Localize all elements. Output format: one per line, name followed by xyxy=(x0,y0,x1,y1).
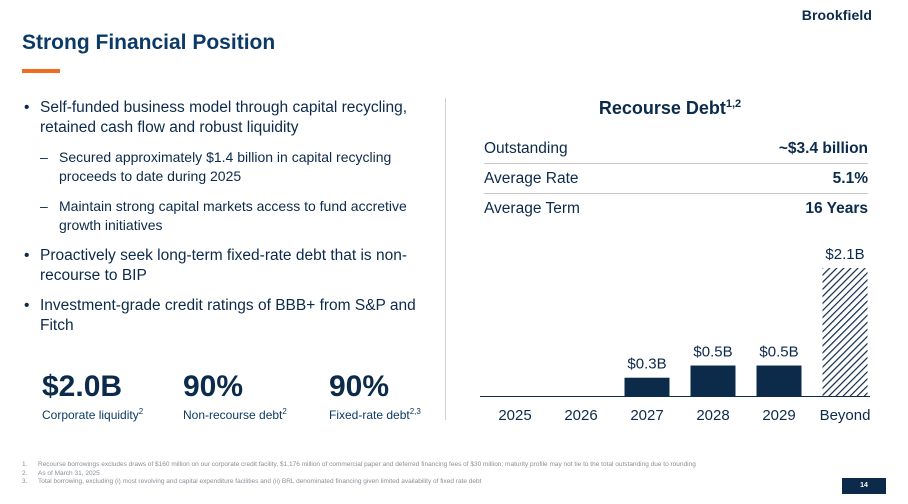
stat-value: ~$3.4 billion xyxy=(778,139,868,157)
column-divider xyxy=(445,98,446,420)
stat-row-average-rate: Average Rate 5.1% xyxy=(484,164,868,194)
footnote-3: 3. Total borrowing, excluding (i) most re… xyxy=(22,478,482,485)
debt-maturity-chart: 2025 2026 $0.3B 2027 $0.5B 2028 $0.5B 2029 $2.1B… xyxy=(480,246,871,424)
page-number: 14 xyxy=(842,478,886,494)
bar-2028 xyxy=(690,365,736,396)
tick-label-2027: 2027 xyxy=(630,407,663,424)
bullet-credit-ratings: Investment-grade credit ratings of BBB+ … xyxy=(22,296,442,336)
data-label-2027: $0.3B xyxy=(627,356,666,373)
tick-label-2025: 2025 xyxy=(498,407,531,424)
page-title: Strong Financial Position xyxy=(22,31,276,54)
key-points: Self-funded business model through capit… xyxy=(22,98,442,336)
kpi-corporate-liquidity: $2.0B Corporate liquidity2 xyxy=(42,370,143,422)
footnote-2: 2. As of March 31, 2025 xyxy=(22,469,100,477)
kpi-label: Non-recourse debt2 xyxy=(183,407,287,422)
tick-label-2029: 2029 xyxy=(762,407,795,424)
footnote-1: 1. Recourse borrowings excludes draws of … xyxy=(22,461,696,468)
stat-label: Average Term xyxy=(484,200,580,217)
data-label-2028: $0.5B xyxy=(693,344,732,361)
bar-2029 xyxy=(756,365,802,396)
sub-bullet-text: Secured approximately $1.4 billion in ca… xyxy=(59,149,392,184)
sub-bullet-capital-markets: – Maintain strong capital markets access… xyxy=(22,197,442,235)
kpi-value: 90% xyxy=(329,370,390,403)
bar-beyond xyxy=(822,268,868,396)
footnotes: 1. Recourse borrowings excludes draws of … xyxy=(22,461,882,487)
recourse-debt-title: Recourse Debt1,2 xyxy=(598,98,742,118)
dash-marker: – xyxy=(40,198,48,214)
kpi-non-recourse-debt: 90% Non-recourse debt2 xyxy=(183,370,287,422)
sub-bullet-capital-recycling: – Secured approximately $1.4 billion in … xyxy=(22,148,442,186)
kpi-fixed-rate-debt: 90% Fixed-rate debt2,3 xyxy=(329,370,421,422)
bullet-self-funded: Self-funded business model through capit… xyxy=(22,98,442,138)
bullet-fixed-rate-debt: Proactively seek long-term fixed-rate de… xyxy=(22,246,442,286)
stat-value: 16 Years xyxy=(805,200,868,217)
recourse-debt-table: Outstanding ~$3.4 billion Average Rate 5… xyxy=(484,134,868,224)
sub-bullet-text: Maintain strong capital markets access t… xyxy=(59,198,407,233)
data-label-2029: $0.5B xyxy=(759,344,798,361)
kpi-label: Fixed-rate debt2,3 xyxy=(329,407,421,422)
brand-logo: Brookfield xyxy=(801,7,872,23)
kpi-value: 90% xyxy=(183,370,244,403)
data-label-beyond: $2.1B xyxy=(825,246,864,263)
stat-label: Outstanding xyxy=(484,139,568,157)
kpi-value: $2.0B xyxy=(42,370,123,403)
title-accent-rule xyxy=(22,69,60,73)
tick-label-2026: 2026 xyxy=(564,407,597,424)
dash-marker: – xyxy=(40,149,48,165)
stat-row-outstanding: Outstanding ~$3.4 billion xyxy=(484,134,868,164)
tick-label-2028: 2028 xyxy=(696,407,729,424)
stat-label: Average Rate xyxy=(484,169,579,187)
tick-label-beyond: Beyond xyxy=(820,407,871,424)
kpi-label: Corporate liquidity2 xyxy=(42,407,144,422)
stat-row-average-term: Average Term 16 Years xyxy=(484,194,868,224)
stat-value: 5.1% xyxy=(832,169,868,187)
kpi-strip: $2.0B Corporate liquidity2 90% Non-recou… xyxy=(42,370,442,426)
bar-2027 xyxy=(624,377,670,396)
